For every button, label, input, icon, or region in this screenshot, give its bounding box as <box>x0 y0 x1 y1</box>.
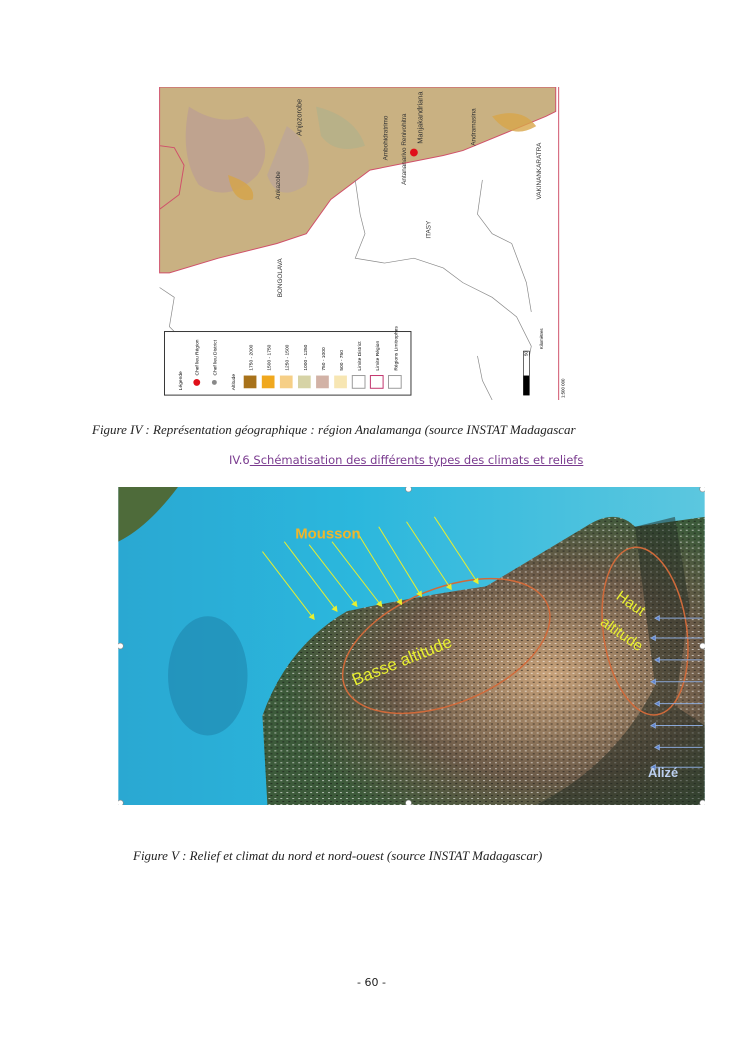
svg-text:25: 25 <box>523 375 528 380</box>
place-label: Manjakandriana <box>416 91 425 144</box>
svg-text:Légende: Légende <box>178 371 184 390</box>
legend-swatch <box>351 375 366 389</box>
figure-v-caption: Figure V : Relief et climat du nord et n… <box>133 848 543 863</box>
alize-arrow-head <box>653 744 660 751</box>
alize-arrow-head <box>653 656 660 664</box>
analamanga-map: Anjozorobe Ambohidratrimo Antananarivo R… <box>159 87 571 400</box>
legend-swatch <box>261 375 275 389</box>
place-label: Ankazobe <box>275 171 282 200</box>
legend-label: Régions Limitrophes <box>393 326 399 371</box>
mousson-arrow <box>308 544 358 607</box>
alize-arrow-head <box>649 764 656 771</box>
svg-text:50: 50 <box>523 351 528 356</box>
legend-label: 1500 - 1750 <box>267 344 273 370</box>
image-resize-handles[interactable] <box>118 487 705 805</box>
legend-label: Limite Région <box>375 341 381 371</box>
place-label: Andramasina <box>471 108 478 146</box>
alize-arrow-head <box>653 700 660 707</box>
mousson-arrow <box>356 531 402 605</box>
place-label: Ambohidratrimo <box>382 115 389 160</box>
legend-swatch <box>316 375 329 389</box>
mousson-arrow <box>283 541 338 612</box>
svg-text:Chef lieu District: Chef lieu District <box>212 339 218 375</box>
svg-text:Altitude: Altitude <box>231 374 237 391</box>
svg-text:1:500 000: 1:500 000 <box>561 378 566 398</box>
svg-text:Chef lieu Région: Chef lieu Région <box>195 339 201 375</box>
mousson-arrow <box>378 526 422 597</box>
legend-swatch <box>279 375 293 389</box>
mousson-arrow-head <box>396 598 403 606</box>
alize-arrow-head <box>649 678 656 685</box>
figure-iv-caption: Figure IV : Représentation géographique … <box>92 422 576 437</box>
legend-swatch <box>334 375 347 389</box>
mousson-arrow-head <box>351 600 358 608</box>
alize-label: Alizé <box>648 765 678 780</box>
mousson-arrow-head <box>416 590 422 598</box>
mousson-arrow-head <box>472 577 479 585</box>
page-number: - 60 - <box>357 976 386 989</box>
alize-arrow-head <box>649 634 656 642</box>
svg-text:Kilomètres: Kilomètres <box>539 328 544 350</box>
region-label: VAKINANKARATRA <box>536 142 543 200</box>
mousson-arrow <box>433 516 479 584</box>
relief-climate-image: Mousson Basse altitude Haut altitude Ali… <box>118 487 705 805</box>
alize-arrow-head <box>649 722 656 729</box>
mousson-arrow <box>406 521 452 590</box>
legend-label: 500 - 750 <box>339 350 345 371</box>
legend-label: 1250 - 1500 <box>285 344 291 370</box>
region-label: ITASY <box>426 220 433 239</box>
map-legend: Légende Chef lieu Région Chef lieu Distr… <box>163 326 412 396</box>
chef-lieu-region-marker <box>409 148 418 157</box>
legend-label: Limite District <box>357 341 363 371</box>
alize-arrow-head <box>653 614 660 622</box>
mousson-arrow-head <box>376 600 383 608</box>
legend-label: 1750 - 2000 <box>249 344 255 370</box>
legend-swatch <box>369 375 384 389</box>
legend-swatch <box>243 375 257 389</box>
legend-swatch <box>387 375 402 389</box>
mousson-arrow-head <box>308 613 315 620</box>
legend-swatch <box>297 375 311 389</box>
mousson-arrow-head <box>445 583 452 591</box>
legend-label: 1000 - 1250 <box>303 344 309 370</box>
mousson-arrow-head <box>331 605 338 613</box>
mousson-arrow <box>331 541 383 607</box>
mousson-arrow <box>262 551 315 620</box>
place-label: Antananarivo Renivohitra <box>401 113 408 185</box>
place-label: Anjozorobe <box>294 99 303 136</box>
section-heading: IV.6 Schématisation des différents types… <box>229 453 584 467</box>
mousson-label: Mousson <box>295 527 360 543</box>
legend-label: 750 - 1000 <box>321 347 327 371</box>
region-label: BONGOLAVA <box>277 258 284 298</box>
